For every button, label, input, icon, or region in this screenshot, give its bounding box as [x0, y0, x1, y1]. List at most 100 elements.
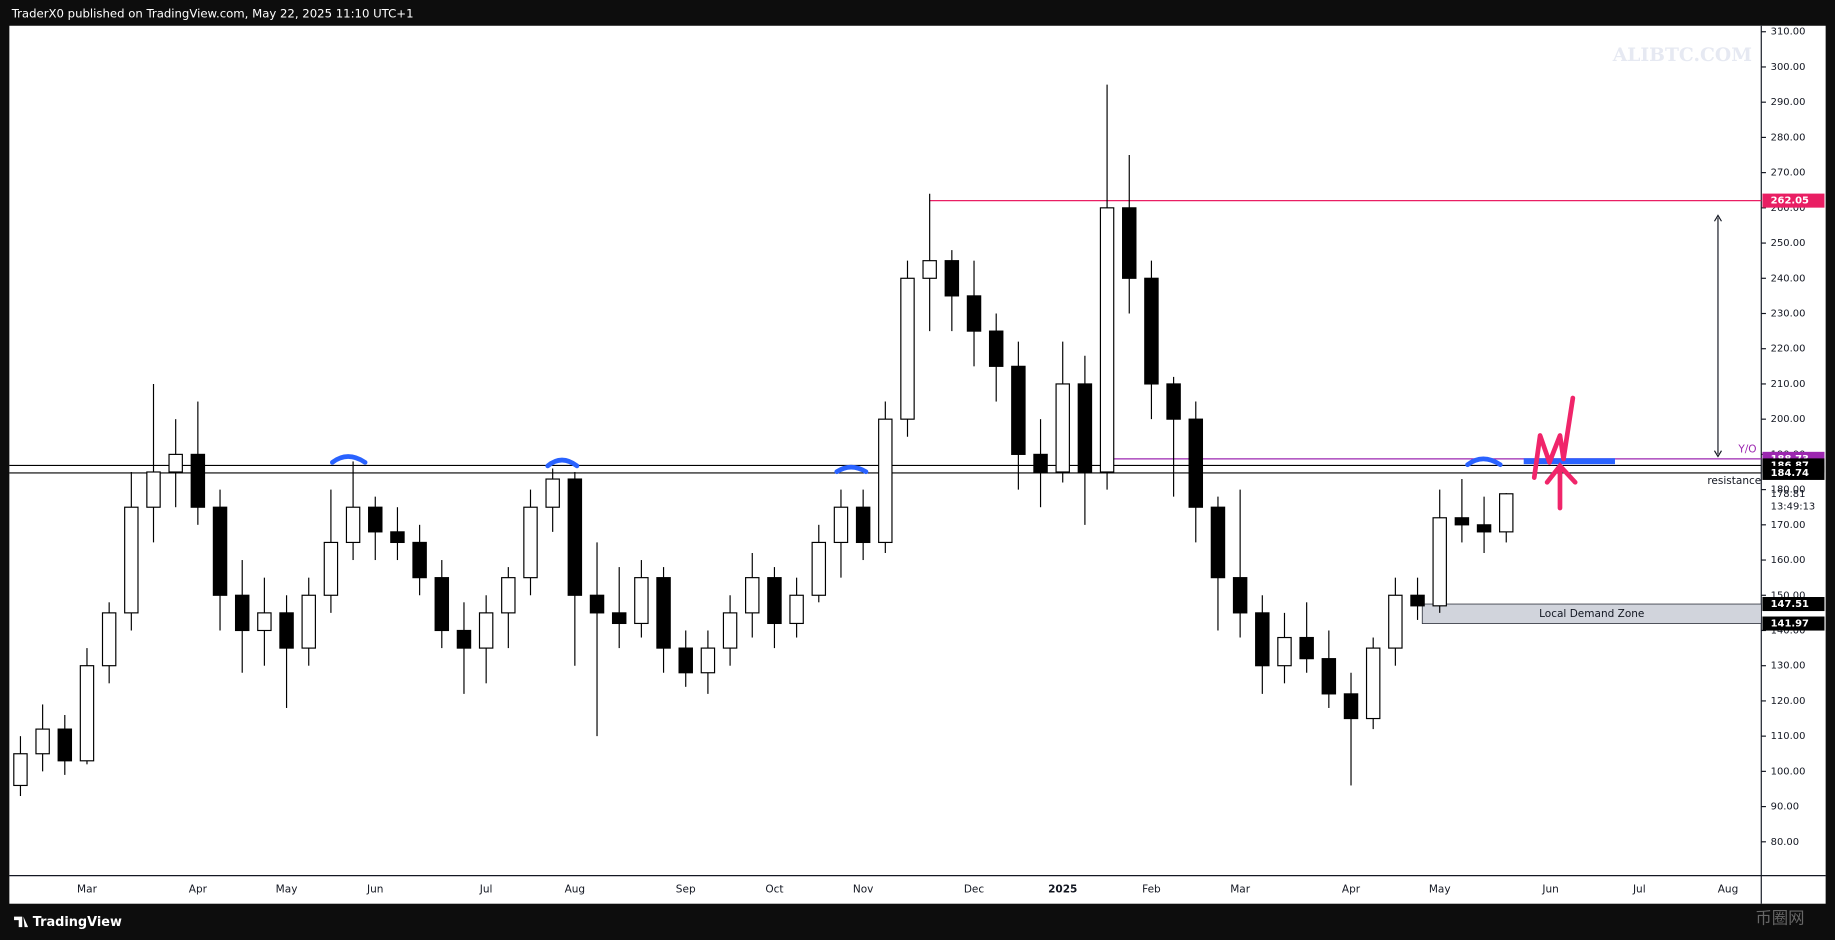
candle-body	[1432, 517, 1447, 607]
candle-body	[855, 506, 871, 544]
candle-body	[13, 753, 28, 787]
candle-body	[900, 277, 915, 420]
y-tick-label: 160.00	[1771, 555, 1806, 566]
hand-arc	[545, 457, 580, 469]
level-tag: 262.05	[1771, 196, 1809, 207]
candle-body	[722, 612, 738, 649]
zone-tag-bg	[1762, 616, 1825, 631]
candle-body	[700, 647, 716, 674]
y-tick-label: 290.00	[1771, 97, 1806, 108]
candle-body	[478, 612, 494, 649]
y-tick-label: 150.00	[1771, 590, 1806, 601]
y-tick-label: 90.00	[1771, 802, 1799, 813]
x-tick-label: Aug	[565, 884, 586, 896]
zone-tag: 147.51	[1771, 599, 1809, 610]
hand-arc	[834, 464, 869, 475]
x-tick-label: Mar	[1230, 884, 1251, 896]
level-tag-bg	[1762, 465, 1825, 480]
candle-body	[811, 541, 827, 596]
candle-body	[79, 665, 95, 762]
level-tag-bg	[1762, 193, 1825, 208]
candle-body	[789, 594, 804, 625]
candle-body	[279, 612, 294, 649]
countdown: 13:49:13	[1771, 502, 1816, 513]
demand-zone	[1421, 603, 1762, 624]
last-price: 178.81	[1771, 489, 1806, 500]
hand-n	[1531, 395, 1576, 480]
candle-body	[146, 471, 161, 508]
zone-tag-bg	[1762, 597, 1825, 612]
x-tick-label: Jul	[1632, 884, 1646, 896]
x-tick-label: Oct	[765, 884, 783, 896]
resistance-label: resistance	[1707, 475, 1761, 487]
y-tick-label: 310.00	[1771, 27, 1806, 38]
candle-body	[1454, 517, 1470, 526]
candle-body	[1343, 693, 1359, 720]
candle-body	[523, 506, 538, 579]
x-tick-label: May	[1429, 884, 1451, 896]
hand-arc	[330, 454, 368, 465]
candle-body	[434, 577, 450, 632]
candle-body	[1077, 383, 1093, 473]
candle-body	[589, 594, 605, 614]
y-tick-label: 210.00	[1771, 379, 1806, 390]
measure-arrows	[1713, 214, 1722, 458]
candle-body	[833, 506, 849, 544]
candle-body	[767, 577, 782, 625]
watermark: 币圈网	[1755, 908, 1804, 927]
candle-body	[611, 612, 627, 625]
y-tick-label: 230.00	[1771, 309, 1806, 320]
candle-body	[1055, 383, 1070, 473]
candle-body	[390, 531, 405, 544]
candle-body	[1122, 207, 1137, 279]
candle-body	[1011, 365, 1026, 455]
candle-body	[345, 506, 361, 544]
y-tick-label: 280.00	[1771, 132, 1806, 143]
candle-body	[1499, 493, 1514, 533]
candle-body	[57, 728, 73, 762]
chart-area	[9, 25, 1826, 904]
candle-body	[545, 478, 560, 508]
candle-body	[456, 629, 472, 649]
x-tick-label: Aug	[1718, 884, 1739, 896]
candle-body	[1255, 612, 1270, 667]
y-tick-label: 120.00	[1771, 696, 1806, 707]
candle-body	[922, 260, 937, 279]
candle-body	[678, 647, 693, 674]
y-tick-label: 270.00	[1771, 168, 1806, 179]
candle-body	[1277, 636, 1292, 667]
candle-body	[212, 506, 228, 596]
candle-body	[257, 612, 272, 632]
candle-body	[1166, 383, 1181, 420]
x-tick-label: Jun	[366, 884, 383, 896]
hand-arc	[1465, 456, 1503, 468]
candle-body	[368, 506, 383, 533]
brand-logo	[14, 916, 29, 928]
x-tick-label: Jul	[479, 884, 493, 896]
candle-body	[412, 541, 427, 579]
y-tick-label: 80.00	[1771, 837, 1799, 848]
x-tick-label: Apr	[1342, 884, 1361, 896]
x-tick-label: Jun	[1541, 884, 1558, 896]
demand-zone-label: Local Demand Zone	[1539, 608, 1644, 620]
y-tick-label: 250.00	[1771, 238, 1806, 249]
candle-body	[101, 612, 117, 667]
watermark: ALIBTC.COM	[1612, 44, 1752, 66]
zone-tag: 141.97	[1771, 619, 1809, 630]
y-tick-label: 170.00	[1771, 520, 1806, 531]
candle-body	[1321, 658, 1337, 695]
yo-label: Y/O	[1737, 443, 1756, 455]
y-tick-label: 300.00	[1771, 62, 1806, 73]
x-tick-label: Mar	[77, 884, 98, 896]
y-tick-label: 240.00	[1771, 273, 1806, 284]
candle-body	[168, 453, 183, 473]
hand-arrow	[1544, 462, 1578, 511]
candle-body	[745, 577, 760, 614]
x-tick-label: Dec	[964, 884, 985, 896]
candle-body	[944, 260, 960, 297]
y-tick-label: 140.00	[1771, 625, 1806, 636]
y-tick-label: 220.00	[1771, 344, 1806, 355]
x-tick-label: Sep	[676, 884, 696, 896]
x-tick-label: 2025	[1048, 884, 1077, 896]
